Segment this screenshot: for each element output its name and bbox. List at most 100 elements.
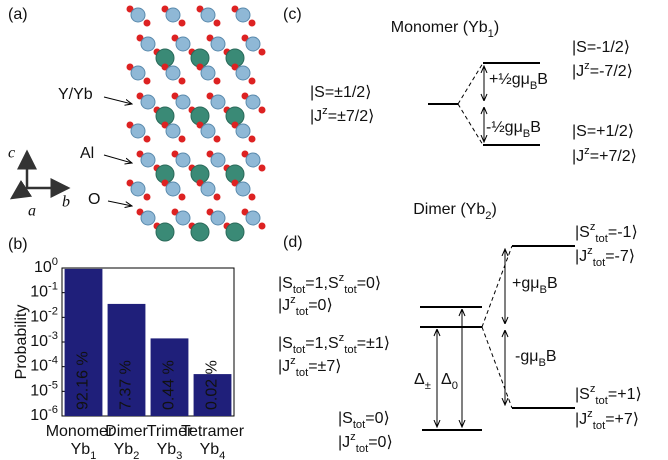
text-part: ) <box>491 201 496 218</box>
text-part: B <box>547 275 558 292</box>
subscript: tot <box>296 367 309 379</box>
text-part: =+7/2⟩ <box>590 148 637 165</box>
text-part: =0⟩ <box>357 275 381 292</box>
label: |Jz=±7/2⟩ <box>310 105 374 125</box>
o-atom <box>259 165 266 172</box>
subscript: 2 <box>133 450 139 460</box>
al-atom <box>131 182 145 196</box>
subscript: tot <box>353 419 366 431</box>
text-part: 10 <box>30 309 48 326</box>
o-atom <box>144 194 151 201</box>
text-part: =0⟩ <box>368 434 392 451</box>
label: |Jztot=±7⟩ <box>278 355 341 379</box>
label: |Jz=+7/2⟩ <box>572 145 637 165</box>
label: |Jztot=+7⟩ <box>575 408 639 432</box>
o-atom <box>249 194 256 201</box>
al-atom <box>166 182 180 196</box>
subscript: 0 <box>452 380 458 392</box>
superscript: z <box>290 355 296 367</box>
o-atom <box>249 78 256 85</box>
y-tick-label: 10-2 <box>30 305 58 325</box>
o-atom <box>259 107 266 114</box>
al-atom <box>201 124 215 138</box>
text-part: -gμ <box>515 348 538 365</box>
text-part: |J <box>572 63 584 80</box>
subscript: 1 <box>90 450 96 460</box>
element-label: O <box>88 191 100 208</box>
superscript: z <box>350 431 356 443</box>
text-part: Δ <box>414 371 425 388</box>
text-part: |J <box>278 358 290 375</box>
o-atom <box>259 223 266 230</box>
al-atom <box>176 37 190 51</box>
al-atom <box>131 66 145 80</box>
text-part: |S <box>278 275 293 292</box>
al-atom <box>141 211 155 225</box>
text-part: |S <box>278 335 293 352</box>
superscript: z <box>590 221 596 233</box>
element-label: Y/Yb <box>58 86 93 103</box>
subscript: tot <box>593 257 606 269</box>
al-atom <box>246 153 260 167</box>
text-part: 10 <box>30 284 48 301</box>
text-part: =±7/2⟩ <box>328 108 375 125</box>
al-atom <box>236 66 250 80</box>
superscript: 0 <box>52 256 58 268</box>
text-part: B <box>546 348 557 365</box>
text-part: +gμ <box>512 275 539 292</box>
label: |Stot=1,Sztot=±1⟩ <box>278 332 390 356</box>
al-atom <box>141 37 155 51</box>
text-part: Monomer (Yb <box>391 19 488 36</box>
text-part: |S=±1/2⟩ <box>310 84 371 101</box>
al-atom <box>211 37 225 51</box>
text-part: 10 <box>34 259 52 276</box>
yb-atom <box>191 223 209 241</box>
text-part: +½gμ <box>489 71 530 88</box>
pointer <box>104 97 132 104</box>
al-atom <box>131 124 145 138</box>
o-atom <box>144 136 151 143</box>
text-part: |S <box>338 410 353 427</box>
al-atom <box>166 8 180 22</box>
subscript: tot <box>296 306 309 318</box>
al-atom <box>211 153 225 167</box>
y-tick-label: 100 <box>34 256 58 276</box>
bar-annotation: 92.16 % <box>75 351 92 410</box>
superscript: z <box>587 245 593 257</box>
text-part: =0⟩ <box>365 410 389 427</box>
al-atom <box>176 95 190 109</box>
text-part: =±7⟩ <box>308 358 341 375</box>
o-atom <box>214 78 221 85</box>
text-part: =0⟩ <box>308 297 332 314</box>
superscript: z <box>587 408 593 420</box>
o-atom <box>179 20 186 27</box>
al-atom <box>176 211 190 225</box>
al-atom <box>176 153 190 167</box>
axis-name: c <box>8 145 15 162</box>
panel-title: Dimer (Yb2) <box>413 201 497 222</box>
text-part: Dimer (Yb <box>413 201 485 218</box>
axis-arrow <box>12 188 27 198</box>
text-part: =+1⟩ <box>608 386 642 403</box>
pointer <box>104 155 132 163</box>
label: |S=±1/2⟩ <box>310 84 371 101</box>
subscript: tot <box>593 420 606 432</box>
subscript: B <box>523 128 530 140</box>
label: |S=-1/2⟩ <box>572 39 630 56</box>
subscript: ± <box>425 380 431 392</box>
text-part: Yb <box>71 441 91 458</box>
superscript: -1 <box>48 281 58 293</box>
al-atom <box>166 66 180 80</box>
label: |Jz=-7/2⟩ <box>572 60 633 80</box>
text-part: |J <box>575 248 587 265</box>
superscript: z <box>290 294 296 306</box>
bar-annotation: 0.44 % <box>161 360 178 410</box>
o-atom <box>214 194 221 201</box>
superscript: -3 <box>48 330 58 342</box>
label: Δ0 <box>441 371 458 392</box>
o-atom <box>249 136 256 143</box>
label: +gμBB <box>512 275 558 296</box>
x-sublabel: Yb1 <box>71 441 97 460</box>
y-axis-label: Probability <box>13 305 30 380</box>
bar-annotation: 7.37 % <box>118 360 135 410</box>
